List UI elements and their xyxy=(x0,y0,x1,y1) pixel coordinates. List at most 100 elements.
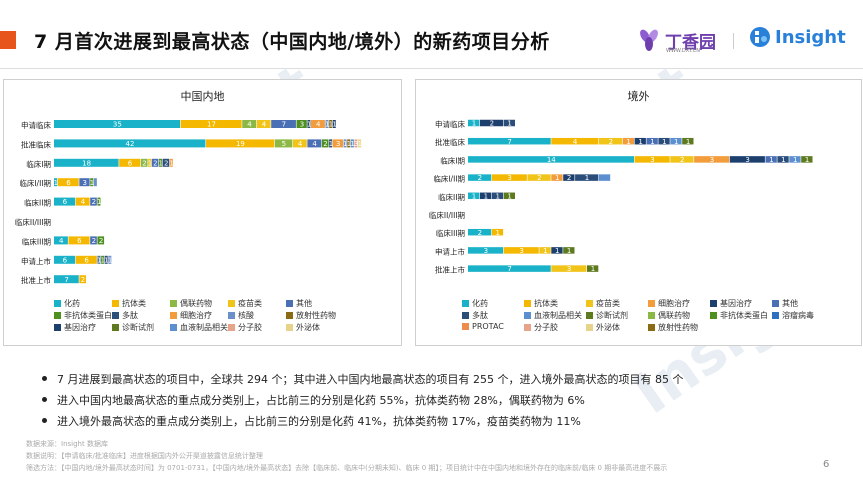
legend-label: 血液制品相关 xyxy=(180,323,228,332)
bar-segment xyxy=(587,265,599,272)
legend-item: 化药 xyxy=(462,298,488,309)
bar-segment xyxy=(491,228,504,236)
bar-segment xyxy=(598,174,611,181)
footer-source: 数据来源：Insight 数据库 xyxy=(26,440,108,448)
data-label: 2 xyxy=(567,174,571,182)
legend-item: 核酸 xyxy=(228,310,254,321)
data-label: 1 xyxy=(769,156,773,164)
legend-label: 非抗体类蛋白 xyxy=(720,311,768,320)
chart-legend-overseas: 化药 抗体类 疫苗类 细胞治疗 基因治疗 其他 多肽 血液制品相关 诊断试剂 偶联药物 非抗体类蛋白… xyxy=(416,298,861,344)
data-label: 3 xyxy=(710,156,714,164)
category-label: 批准临床 xyxy=(21,139,51,149)
legend-label: 偶联药物 xyxy=(180,299,212,308)
data-label: 1 xyxy=(343,140,347,148)
bar-segment xyxy=(468,174,492,181)
legend-label: 多肽 xyxy=(472,311,488,320)
bar-segment xyxy=(321,139,329,148)
category-label: 临床I期 xyxy=(26,159,51,169)
legend-label: 溶瘤病毒 xyxy=(782,311,814,320)
data-label: 2 xyxy=(609,138,613,146)
data-label: 3 xyxy=(300,121,304,129)
bar-segment xyxy=(634,137,646,145)
legend-swatch xyxy=(462,323,469,330)
data-label: 1 xyxy=(638,138,642,146)
bar-segment xyxy=(54,120,181,128)
bar-segment xyxy=(539,247,551,254)
insight-logo-icon xyxy=(750,27,770,47)
legend-swatch xyxy=(286,300,293,307)
legend-swatch xyxy=(772,312,779,319)
data-label: 1 xyxy=(350,140,354,148)
legend-swatch xyxy=(586,300,593,307)
legend-item: 其他 xyxy=(772,298,798,309)
category-label: 临床II期 xyxy=(438,192,465,202)
legend-label: 外泌体 xyxy=(296,323,320,332)
bar-segment xyxy=(104,255,108,264)
data-label: 1 xyxy=(329,121,333,129)
data-label: 1 xyxy=(626,138,630,146)
bar-segment xyxy=(57,178,79,187)
bar-segment xyxy=(332,139,343,148)
bar-segment xyxy=(271,120,296,128)
bar-segment xyxy=(329,139,333,148)
data-label: 6 xyxy=(63,256,68,264)
chart-panel-overseas: 境外 申请临床 1 2 1 批准临床 7 4 2 1 1 1 1 1 1 临床I期 14 3 2 3 3 1 1 1 1 临床I… xyxy=(415,79,862,346)
page-title: 7 月首次进展到最高状态（中国内地/境外）的新药项目分析 xyxy=(34,31,550,53)
data-label: 1 xyxy=(793,156,797,164)
legend-item: 细胞治疗 xyxy=(170,310,212,321)
legend-item: 血液制品相关 xyxy=(170,322,228,333)
category-label: 批准上市 xyxy=(21,275,51,285)
bar-segment xyxy=(311,120,325,128)
data-label: 3 xyxy=(650,156,654,164)
data-label: 1 xyxy=(97,198,101,206)
bar-segment xyxy=(789,156,801,163)
legend-label: 抗体类 xyxy=(122,299,146,308)
data-label: 2 xyxy=(81,276,85,284)
header-divider xyxy=(0,68,863,69)
category-label: 临床II/III期 xyxy=(15,217,51,227)
bar-segment xyxy=(158,158,162,167)
bar-segment xyxy=(54,197,76,206)
data-label: 18 xyxy=(82,159,91,167)
legend-item: 放射性药物 xyxy=(286,310,336,321)
data-label: 1 xyxy=(54,179,58,187)
bar-segment xyxy=(503,192,515,200)
legend-swatch xyxy=(524,300,531,307)
summary-bullets: 7 月进展到最高状态的项目中，全球共 294 个；其中进入中国内地最高状态的项目… xyxy=(42,368,683,431)
data-label: 1 xyxy=(307,121,311,129)
bar-segment xyxy=(527,174,551,181)
data-label: 7 xyxy=(507,265,511,273)
bar-segment xyxy=(354,139,358,148)
legend-swatch xyxy=(586,312,593,319)
legend-item: 诊断试剂 xyxy=(586,310,628,321)
legend-label: 抗体类 xyxy=(534,299,558,308)
legend-swatch xyxy=(286,324,293,331)
legend-item: 疫苗类 xyxy=(228,298,262,309)
data-label: 4 xyxy=(298,140,303,148)
data-label: 3 xyxy=(567,265,571,273)
bar-segment xyxy=(468,156,634,163)
legend-item: 偶联药物 xyxy=(648,310,690,321)
bar-segment xyxy=(694,156,730,163)
legend-label: 基因治疗 xyxy=(720,299,752,308)
chart-panel-mainland: 中国内地 申请临床 35 17 4 4 7 3 1 4 1 1 1 批准临床 42 19 5 4 4 2 1 3 1 1 1 3… xyxy=(3,79,402,346)
data-label: 6 xyxy=(84,256,89,264)
chart-legend-mainland: 化药 抗体类 偶联药物 疫苗类 其他 非抗体类蛋白 多肽 细胞治疗 核酸 放射性药物 基因治疗 诊断试… xyxy=(4,298,401,344)
data-label: 17 xyxy=(207,121,216,129)
data-label: 1 xyxy=(101,256,105,264)
chart-title: 境外 xyxy=(627,90,650,103)
data-label: 1 xyxy=(108,256,112,264)
legend-swatch xyxy=(112,300,119,307)
bar-segment xyxy=(75,255,97,264)
data-label: 3 xyxy=(83,179,87,187)
data-label: 35 xyxy=(113,121,122,129)
data-label: 4 xyxy=(81,198,86,206)
legend-item: 分子胶 xyxy=(524,322,558,333)
bar-segment xyxy=(307,139,322,148)
bar-segment xyxy=(491,174,527,181)
bar-segment xyxy=(551,265,587,272)
data-label: 2 xyxy=(153,159,157,167)
legend-label: PROTAC xyxy=(472,322,504,331)
legend-swatch xyxy=(228,300,235,307)
data-label: 1 xyxy=(472,120,476,128)
